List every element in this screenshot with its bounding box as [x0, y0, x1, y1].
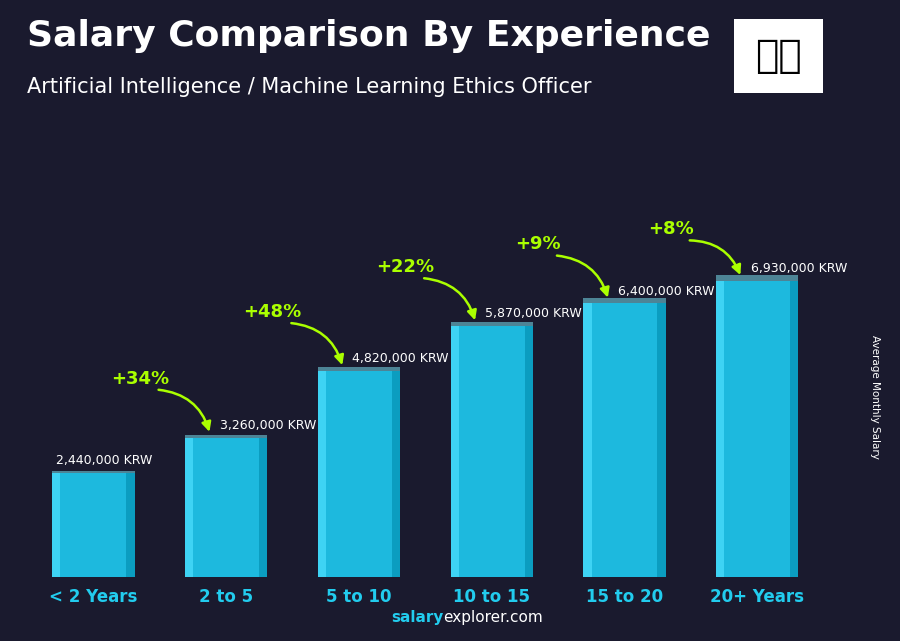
- Text: salary: salary: [392, 610, 444, 625]
- Bar: [525, 326, 533, 577]
- Bar: [451, 326, 533, 577]
- Bar: [318, 371, 326, 577]
- Text: +48%: +48%: [244, 303, 302, 321]
- Text: 6,930,000 KRW: 6,930,000 KRW: [751, 262, 847, 275]
- Bar: [716, 276, 798, 281]
- Text: Artificial Intelligence / Machine Learning Ethics Officer: Artificial Intelligence / Machine Learni…: [27, 77, 591, 97]
- Bar: [392, 371, 400, 577]
- Bar: [658, 303, 666, 577]
- Text: 4,820,000 KRW: 4,820,000 KRW: [352, 352, 449, 365]
- Text: 5,870,000 KRW: 5,870,000 KRW: [485, 307, 582, 320]
- Text: 🇰🇷: 🇰🇷: [755, 37, 802, 75]
- Bar: [318, 367, 400, 371]
- Bar: [451, 326, 459, 577]
- Bar: [52, 470, 135, 472]
- Text: Salary Comparison By Experience: Salary Comparison By Experience: [27, 19, 710, 53]
- Text: 3,260,000 KRW: 3,260,000 KRW: [220, 419, 316, 432]
- Bar: [583, 303, 666, 577]
- Bar: [126, 472, 135, 577]
- Bar: [259, 438, 267, 577]
- Text: explorer.com: explorer.com: [443, 610, 543, 625]
- Text: 6,400,000 KRW: 6,400,000 KRW: [618, 285, 715, 297]
- Text: +34%: +34%: [111, 370, 169, 388]
- Text: +22%: +22%: [376, 258, 435, 276]
- Text: +9%: +9%: [516, 235, 561, 253]
- Bar: [716, 281, 725, 577]
- Text: Average Monthly Salary: Average Monthly Salary: [869, 335, 880, 460]
- Bar: [185, 435, 267, 438]
- Bar: [790, 281, 798, 577]
- Bar: [185, 438, 193, 577]
- Text: 2,440,000 KRW: 2,440,000 KRW: [56, 454, 153, 467]
- Bar: [716, 281, 798, 577]
- Bar: [583, 303, 591, 577]
- Bar: [318, 371, 400, 577]
- Bar: [451, 322, 533, 326]
- Text: +8%: +8%: [648, 221, 694, 238]
- Bar: [583, 299, 666, 303]
- Bar: [52, 472, 135, 577]
- Bar: [185, 438, 267, 577]
- Bar: [52, 472, 60, 577]
